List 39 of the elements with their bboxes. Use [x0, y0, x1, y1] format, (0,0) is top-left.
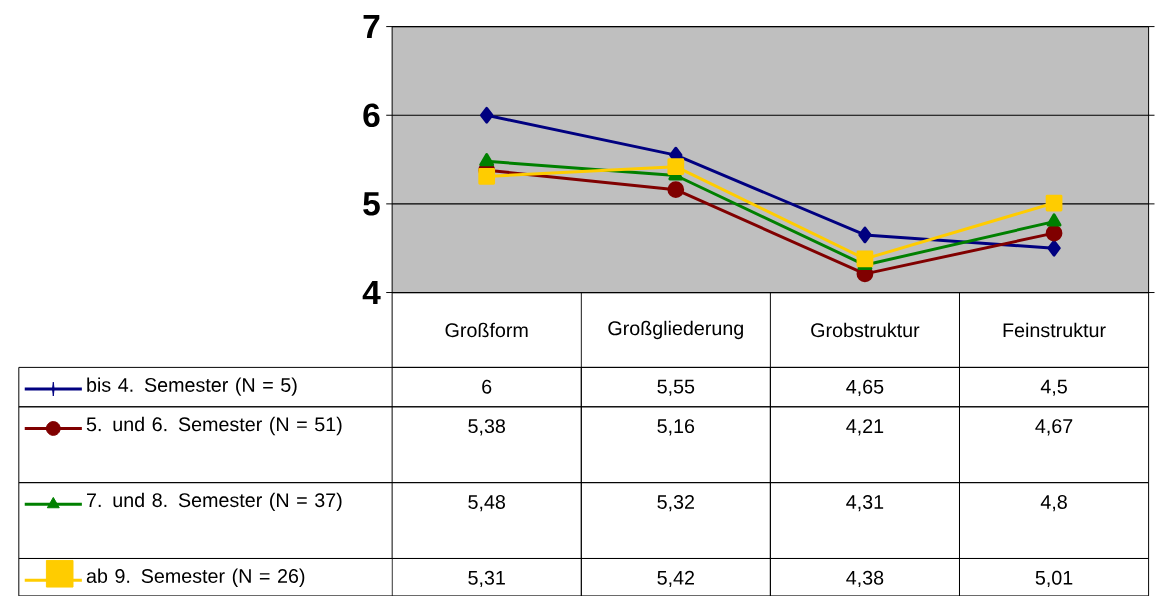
y-tick-label: 4 — [362, 281, 381, 305]
x-tick-label: Grobstruktur — [811, 322, 920, 338]
point — [478, 168, 496, 185]
data-label: 4,31 — [846, 495, 884, 512]
data-label: 5,01 — [1035, 570, 1073, 588]
x-tick-label: Großform — [445, 322, 528, 338]
data-label: 4,5 — [1040, 379, 1067, 396]
point — [1046, 213, 1062, 227]
data-label: 5,38 — [468, 419, 506, 436]
data-label: 5,32 — [657, 495, 694, 512]
legend-label: 7. und 8. Semester (N = 37) — [87, 492, 342, 512]
data-label: 5,42 — [657, 570, 694, 588]
point — [1045, 224, 1063, 242]
data-label: 4,67 — [1035, 419, 1073, 436]
y-tick-label: 6 — [363, 103, 380, 128]
data-label: 6 — [482, 379, 492, 394]
x-tick-label: Großgliederung — [608, 320, 743, 340]
point — [1045, 194, 1063, 212]
legend-label: 5. und 6. Semester (N = 51) — [86, 416, 342, 436]
point — [858, 226, 872, 244]
point — [1047, 239, 1061, 257]
data-label: 5,55 — [657, 379, 695, 396]
legend-label: ab 9. Semester (N = 26) — [86, 568, 305, 587]
point — [667, 158, 685, 176]
point — [667, 181, 685, 199]
data-label: 4,21 — [846, 419, 884, 436]
y-tick-label: 7 — [363, 15, 380, 39]
y-tick-label: 5 — [363, 192, 380, 216]
data-label: 4,8 — [1040, 495, 1067, 512]
data-label: 4,65 — [846, 379, 884, 397]
data-label: 4,38 — [846, 570, 884, 588]
data-label: 5,16 — [657, 419, 695, 436]
data-label: 5,48 — [468, 495, 506, 512]
legend-label: bis 4. Semester (N = 5) — [87, 377, 297, 396]
point — [479, 153, 495, 167]
data-label: 5,31 — [468, 570, 505, 588]
x-tick-label: Feinstruktur — [1003, 322, 1106, 338]
point — [856, 250, 874, 268]
point — [480, 106, 494, 124]
